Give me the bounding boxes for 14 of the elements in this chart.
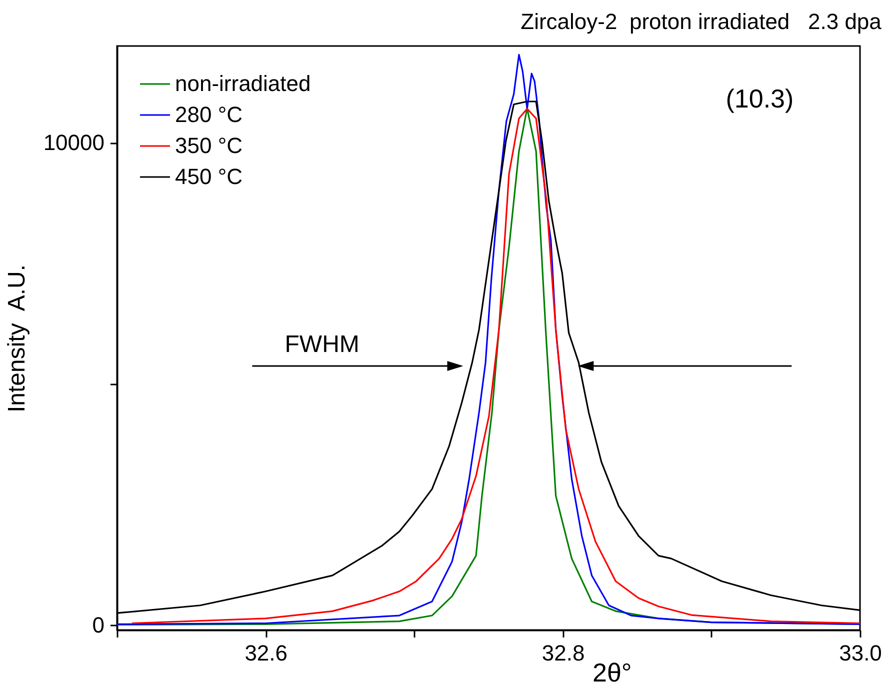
y-tick-label: 10000 xyxy=(43,130,104,156)
x-tick-label: 33.0 xyxy=(839,640,882,666)
x-axis-title: 2θ° xyxy=(592,658,632,688)
legend-label: 450 °C xyxy=(175,164,243,189)
chart-title: Zircaloy-2 proton irradiated 2.3 dpa xyxy=(520,9,882,34)
legend-label: 280 °C xyxy=(175,102,243,127)
annotation: FWHM xyxy=(284,331,360,358)
legend-label: non-irradiated xyxy=(175,71,311,96)
x-tick-label: 32.8 xyxy=(542,640,585,666)
annotation: (10.3) xyxy=(726,84,794,114)
y-tick-label: 0 xyxy=(92,612,104,638)
legend-label: 350 °C xyxy=(175,133,243,158)
x-tick-label: 32.6 xyxy=(244,640,288,666)
y-axis-title: Intensity A.U. xyxy=(3,264,30,413)
